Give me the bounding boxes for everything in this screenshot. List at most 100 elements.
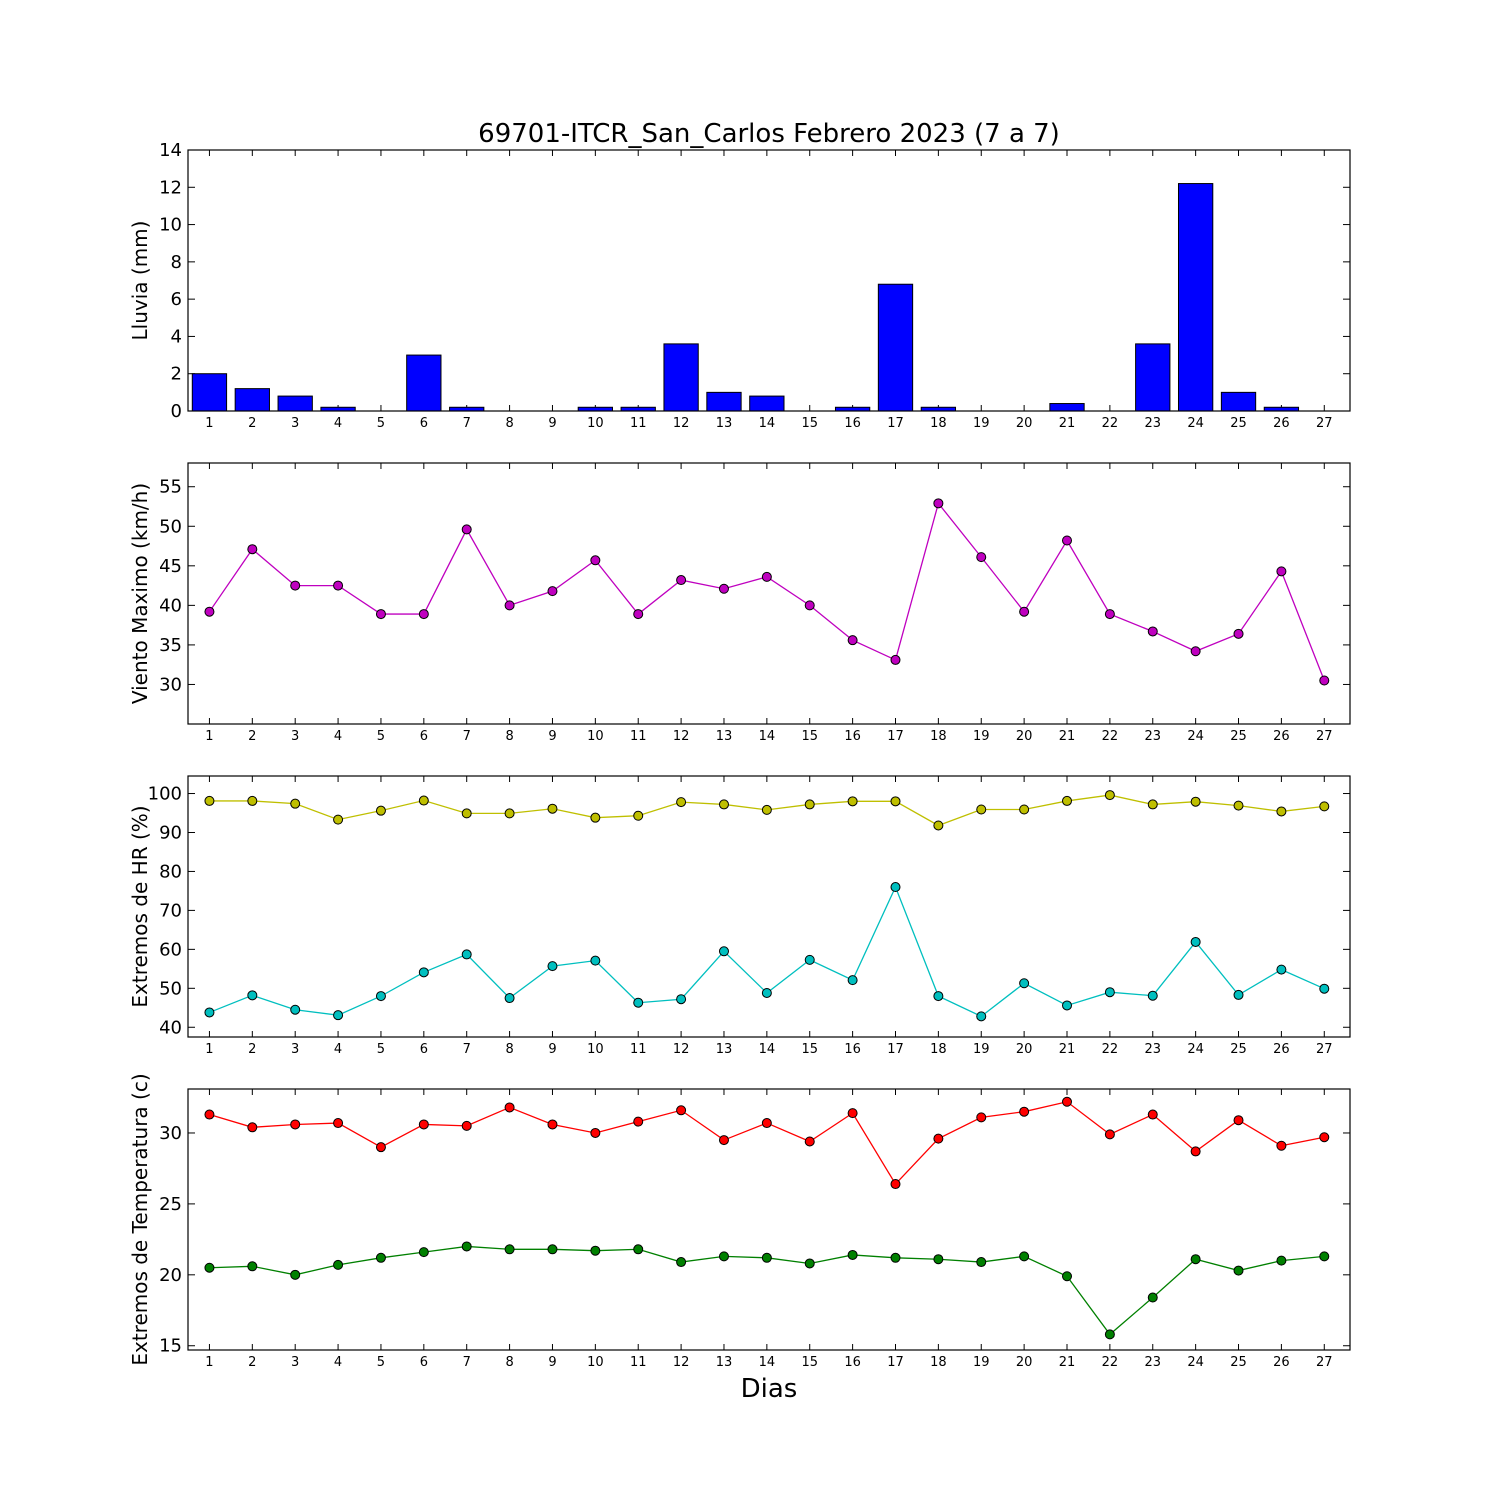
- point-series-1-day-5: [375, 609, 386, 620]
- x-tick-label: 5: [377, 729, 385, 744]
- y-tick-label: 15: [159, 1336, 182, 1357]
- x-tick-label: 1: [205, 729, 213, 744]
- point-series-2-day-25: [1233, 1265, 1244, 1276]
- point-series-1-day-2: [247, 795, 258, 806]
- point-series-2-day-23: [1147, 1292, 1158, 1303]
- point-series-2-day-2: [247, 1261, 258, 1272]
- x-tick-label: 18: [930, 416, 947, 431]
- point-series-2-day-3: [290, 1004, 301, 1015]
- x-tick-label: 9: [548, 729, 556, 744]
- x-tick-label: 19: [973, 1355, 990, 1370]
- point-series-1-day-3: [290, 580, 301, 591]
- bar-day-21: [1049, 403, 1085, 412]
- point-series-1-day-24: [1190, 796, 1201, 807]
- x-tick-label: 21: [1059, 1042, 1076, 1057]
- x-tick-label: 22: [1102, 1042, 1119, 1057]
- x-tick-label: 26: [1273, 1042, 1290, 1057]
- point-series-1-day-16: [847, 796, 858, 807]
- x-tick-label: 17: [887, 729, 904, 744]
- point-series-1-day-21: [1062, 1096, 1073, 1107]
- x-tick-label: 15: [801, 416, 818, 431]
- x-tick-label: 9: [548, 1355, 556, 1370]
- y-tick-label: 55: [159, 477, 182, 498]
- point-series-2-day-18: [933, 1254, 944, 1265]
- point-series-1-day-23: [1147, 799, 1158, 810]
- x-tick-label: 17: [887, 416, 904, 431]
- x-tick-label: 18: [930, 729, 947, 744]
- point-series-1-day-27: [1319, 1132, 1330, 1143]
- x-tick-label: 8: [505, 1355, 513, 1370]
- point-series-2-day-6: [418, 967, 429, 978]
- point-series-1-day-15: [804, 600, 815, 611]
- point-series-2-day-26: [1276, 1255, 1287, 1266]
- x-tick-label: 2: [248, 1355, 256, 1370]
- point-series-1-day-21: [1062, 795, 1073, 806]
- point-series-1-day-15: [804, 1136, 815, 1147]
- point-series-2-day-16: [847, 975, 858, 986]
- x-tick-label: 24: [1187, 729, 1204, 744]
- y-tick-label: 50: [159, 516, 182, 537]
- y-tick-label: 14: [159, 140, 182, 161]
- point-series-1-day-7: [461, 1120, 472, 1131]
- x-tick-label: 14: [759, 729, 776, 744]
- point-series-1-day-12: [676, 797, 687, 808]
- y-tick-label: 45: [159, 556, 182, 577]
- point-series-1-day-2: [247, 1122, 258, 1133]
- x-tick-label: 6: [420, 416, 428, 431]
- point-series-2-day-24: [1190, 936, 1201, 947]
- point-series-2-day-14: [761, 987, 772, 998]
- point-series-1-day-13: [718, 1135, 729, 1146]
- figure-title: 69701-ITCR_San_Carlos Febrero 2023 (7 a …: [478, 119, 1060, 149]
- x-tick-label: 4: [334, 416, 342, 431]
- x-tick-label: 12: [673, 1355, 690, 1370]
- x-tick-label: 7: [463, 416, 471, 431]
- point-series-1-day-25: [1233, 800, 1244, 811]
- point-series-2-day-24: [1190, 1254, 1201, 1265]
- x-tick-label: 7: [463, 1355, 471, 1370]
- point-series-2-day-17: [890, 1252, 901, 1263]
- x-tick-label: 22: [1102, 1355, 1119, 1370]
- x-tick-label: 27: [1316, 416, 1333, 431]
- point-series-2-day-19: [976, 1011, 987, 1022]
- x-tick-label: 20: [1016, 416, 1033, 431]
- point-series-1-day-22: [1104, 790, 1115, 801]
- series-line-1: [208, 501, 1325, 681]
- x-tick-label: 19: [973, 729, 990, 744]
- point-series-2-day-25: [1233, 989, 1244, 1000]
- x-tick-label: 17: [887, 1355, 904, 1370]
- bar-day-1: [191, 373, 228, 412]
- x-tick-label: 23: [1144, 416, 1161, 431]
- x-tick-label: 24: [1187, 1355, 1204, 1370]
- x-axis-label: Dias: [741, 1374, 798, 1404]
- y-tick-label: 35: [159, 635, 182, 656]
- x-tick-label: 21: [1059, 729, 1076, 744]
- y-axis-label: Viento Maximo (km/h): [128, 483, 152, 704]
- y-axis-label: Extremos de HR (%): [128, 805, 152, 1007]
- x-tick-label: 3: [291, 729, 299, 744]
- point-series-1-day-8: [504, 1102, 515, 1113]
- x-tick-label: 16: [844, 729, 861, 744]
- x-tick-label: 25: [1230, 416, 1247, 431]
- point-series-1-day-17: [890, 1179, 901, 1190]
- point-series-1-day-5: [375, 1142, 386, 1153]
- point-series-2-day-17: [890, 882, 901, 893]
- x-tick-label: 16: [844, 1355, 861, 1370]
- x-tick-label: 27: [1316, 729, 1333, 744]
- point-series-2-day-26: [1276, 964, 1287, 975]
- bar-day-13: [706, 391, 742, 412]
- point-series-2-day-7: [461, 1241, 472, 1252]
- point-series-1-day-19: [976, 804, 987, 815]
- x-tick-label: 18: [930, 1042, 947, 1057]
- point-series-1-day-15: [804, 799, 815, 810]
- x-tick-label: 11: [630, 1355, 647, 1370]
- x-tick-label: 20: [1016, 1355, 1033, 1370]
- point-series-1-day-19: [976, 1112, 987, 1123]
- point-series-1-day-9: [547, 1119, 558, 1130]
- point-series-2-day-13: [718, 1251, 729, 1262]
- x-tick-label: 10: [587, 1355, 604, 1370]
- point-series-1-day-26: [1276, 1140, 1287, 1151]
- point-series-1-day-21: [1062, 535, 1073, 546]
